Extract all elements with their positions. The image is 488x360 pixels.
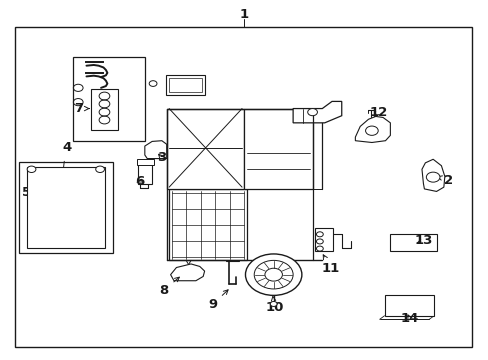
- Polygon shape: [421, 159, 444, 192]
- Circle shape: [426, 172, 439, 182]
- Text: 7: 7: [74, 102, 83, 115]
- Bar: [136, 159, 153, 165]
- Text: 14: 14: [400, 312, 418, 325]
- Bar: [50, 184, 75, 192]
- Text: 13: 13: [413, 234, 432, 247]
- Circle shape: [57, 168, 69, 177]
- Polygon shape: [292, 102, 341, 123]
- Text: 1: 1: [240, 8, 248, 21]
- Bar: [169, 189, 246, 260]
- Text: 5: 5: [22, 186, 46, 199]
- Bar: [389, 234, 436, 251]
- Circle shape: [316, 232, 323, 237]
- Text: 12: 12: [368, 105, 386, 119]
- Bar: [137, 162, 152, 184]
- Text: 8: 8: [159, 277, 179, 297]
- Text: 11: 11: [321, 255, 340, 275]
- Text: 3: 3: [157, 151, 166, 165]
- Text: 9: 9: [208, 290, 227, 311]
- Circle shape: [307, 109, 317, 116]
- Text: 10: 10: [265, 296, 283, 314]
- Polygon shape: [355, 116, 389, 143]
- Bar: [384, 295, 433, 316]
- Bar: [20, 162, 113, 253]
- Text: 6: 6: [135, 175, 144, 188]
- Polygon shape: [144, 141, 166, 158]
- Bar: [27, 167, 105, 248]
- Circle shape: [316, 246, 323, 251]
- Circle shape: [254, 260, 292, 289]
- Polygon shape: [166, 109, 244, 189]
- Circle shape: [149, 81, 157, 86]
- Circle shape: [264, 268, 282, 281]
- Bar: [91, 89, 118, 130]
- Bar: [73, 57, 145, 141]
- Bar: [314, 228, 333, 251]
- Bar: [168, 78, 201, 93]
- Circle shape: [96, 166, 104, 172]
- Bar: [165, 75, 204, 95]
- Text: 2: 2: [437, 174, 452, 186]
- Bar: [15, 27, 471, 347]
- Text: 4: 4: [62, 141, 71, 154]
- Circle shape: [365, 126, 377, 135]
- Polygon shape: [170, 264, 204, 281]
- Circle shape: [245, 254, 301, 296]
- Bar: [244, 109, 312, 189]
- Circle shape: [27, 166, 36, 172]
- Circle shape: [270, 301, 277, 306]
- Circle shape: [316, 239, 323, 244]
